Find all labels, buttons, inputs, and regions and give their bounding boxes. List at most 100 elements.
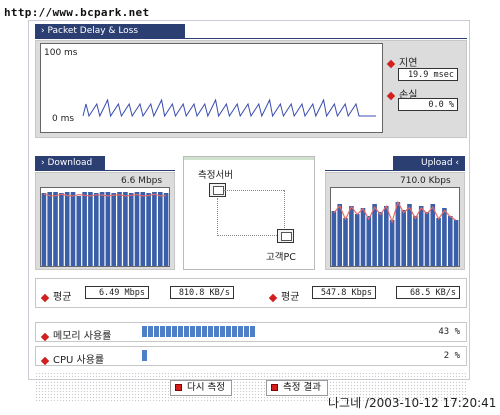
connection-line bbox=[217, 198, 285, 236]
throughput-bar bbox=[94, 193, 99, 266]
upload-avg-bullet-icon bbox=[269, 293, 277, 301]
delay-chart: 100 ms 0 ms bbox=[40, 43, 383, 133]
throughput-bar bbox=[407, 204, 412, 266]
meter-segment bbox=[208, 326, 213, 337]
meter-segment bbox=[148, 326, 153, 337]
delay-tab-title: › Packet Delay & Loss bbox=[35, 24, 185, 38]
delay-panel: › Packet Delay & Loss bbox=[35, 24, 467, 39]
meter-segment bbox=[244, 326, 249, 337]
retest-icon bbox=[175, 384, 182, 391]
meter-segment bbox=[184, 326, 189, 337]
meter-segment bbox=[142, 326, 147, 337]
throughput-bar bbox=[390, 220, 395, 266]
download-avg-kbs: 810.8 KB/s bbox=[170, 286, 234, 299]
meter-segment bbox=[196, 326, 201, 337]
throughput-bar bbox=[123, 192, 128, 266]
throughput-bar bbox=[431, 204, 436, 266]
upload-bar-chart bbox=[331, 188, 459, 266]
throughput-bar bbox=[448, 216, 453, 266]
meter-segment bbox=[238, 326, 243, 337]
results-button[interactable]: 측정 결과 bbox=[266, 380, 328, 396]
upload-header: Upload ‹ bbox=[325, 156, 465, 171]
throughput-bar bbox=[442, 208, 447, 266]
throughput-bar bbox=[129, 193, 134, 266]
throughput-bar bbox=[367, 216, 372, 266]
server-label: 측정서버 bbox=[198, 167, 233, 181]
cpu-usage-value: 2 % bbox=[444, 351, 460, 361]
throughput-bar bbox=[152, 192, 157, 266]
meter-segment bbox=[232, 326, 237, 337]
watermark-url: http://www.bcpark.net bbox=[4, 6, 149, 19]
delay-series-line bbox=[83, 100, 376, 116]
throughput-bar bbox=[71, 192, 76, 266]
client-computer-icon bbox=[277, 229, 294, 243]
throughput-bar bbox=[436, 218, 441, 266]
throughput-bar bbox=[88, 192, 93, 266]
delay-line-chart bbox=[41, 44, 384, 134]
meter-segment bbox=[220, 326, 225, 337]
memory-usage-meter bbox=[142, 326, 412, 338]
meter-segment bbox=[154, 326, 159, 337]
memory-bullet-icon bbox=[41, 332, 49, 340]
download-avg-mbps: 6.49 Mbps bbox=[85, 286, 149, 299]
loss-bullet-icon bbox=[387, 91, 395, 99]
signature-stamp: 나그네 /2003-10-12 17:20:41 bbox=[328, 394, 496, 411]
throughput-bar bbox=[53, 192, 58, 266]
throughput-bar bbox=[42, 193, 47, 266]
memory-usage-value: 43 % bbox=[438, 327, 460, 337]
throughput-bar bbox=[337, 204, 342, 266]
upload-avg-label: 평균 bbox=[281, 292, 299, 303]
cpu-usage-meter bbox=[142, 350, 412, 362]
upload-avg-kbs: 68.5 KB/s bbox=[396, 286, 460, 299]
throughput-bar bbox=[332, 211, 337, 266]
throughput-bar bbox=[141, 192, 146, 266]
download-header: › Download bbox=[35, 156, 175, 171]
cpu-usage-label: CPU 사용률 bbox=[53, 355, 104, 366]
meter-segment bbox=[142, 350, 147, 361]
results-icon bbox=[271, 384, 278, 391]
meter-segment bbox=[214, 326, 219, 337]
meter-segment bbox=[160, 326, 165, 337]
loss-value: 0.0 % bbox=[398, 98, 458, 111]
meter-segment bbox=[178, 326, 183, 337]
throughput-bar bbox=[100, 192, 105, 266]
download-avg-label: 평균 bbox=[53, 292, 71, 303]
download-tab-title: › Download bbox=[35, 156, 105, 170]
retest-button[interactable]: 다시 측정 bbox=[170, 380, 232, 396]
throughput-bar bbox=[106, 192, 111, 266]
memory-usage-label: 메모리 사용률 bbox=[53, 331, 111, 342]
upload-peak-label: 710.0 Kbps bbox=[400, 176, 451, 186]
meter-segment bbox=[172, 326, 177, 337]
throughput-bar bbox=[372, 204, 377, 266]
latency-row: 지연 bbox=[388, 54, 417, 69]
throughput-bar bbox=[146, 193, 151, 266]
client-label: 고객PC bbox=[266, 249, 296, 263]
throughput-bar bbox=[419, 206, 424, 266]
throughput-bar bbox=[65, 192, 70, 266]
topology-panel: 측정서버 고객PC bbox=[183, 156, 315, 270]
throughput-bar bbox=[361, 208, 366, 266]
throughput-bar bbox=[111, 193, 116, 266]
cpu-usage-row: CPU 사용률 2 % bbox=[35, 346, 467, 366]
latency-value: 19.9 msec bbox=[398, 68, 458, 81]
throughput-bar bbox=[47, 192, 52, 266]
download-avg-bullet-icon bbox=[41, 293, 49, 301]
download-peak-label: 6.6 Mbps bbox=[121, 176, 162, 186]
download-chart bbox=[40, 187, 170, 267]
latency-bullet-icon bbox=[387, 59, 395, 67]
meter-segment bbox=[166, 326, 171, 337]
throughput-bar bbox=[82, 192, 87, 266]
download-bar-chart bbox=[41, 188, 169, 266]
throughput-bar bbox=[77, 196, 82, 266]
upload-tab-title: Upload ‹ bbox=[393, 156, 465, 170]
throughput-bar bbox=[59, 193, 64, 266]
throughput-bar bbox=[384, 206, 389, 266]
meter-segment bbox=[202, 326, 207, 337]
throughput-bar bbox=[164, 193, 169, 266]
upload-avg-kbps: 547.8 Kbps bbox=[312, 286, 376, 299]
throughput-bar bbox=[355, 214, 360, 266]
throughput-bar bbox=[413, 216, 418, 266]
upload-avg: 평균 bbox=[270, 288, 299, 303]
throughput-bar bbox=[396, 202, 401, 266]
upload-chart bbox=[330, 187, 460, 267]
